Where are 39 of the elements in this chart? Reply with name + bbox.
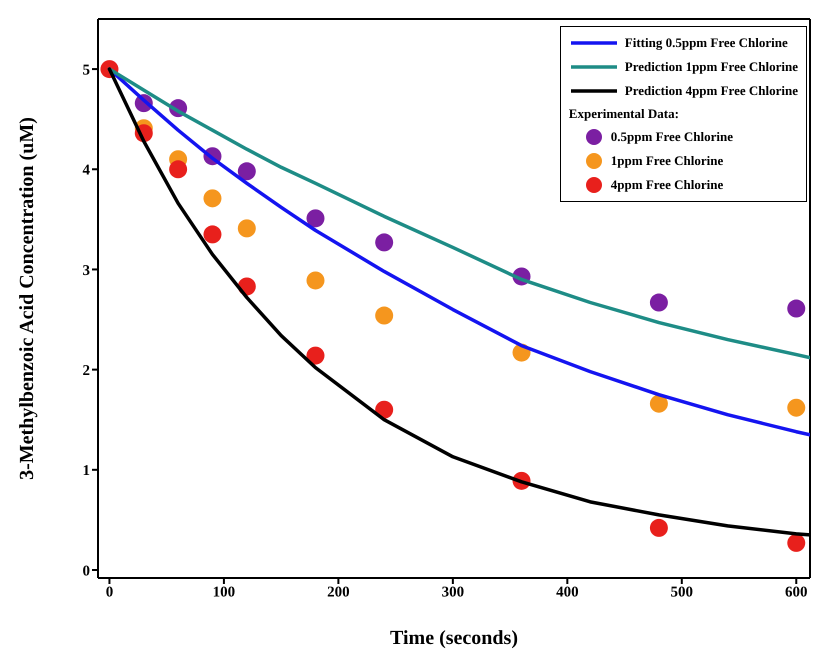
point (787, 398, 806, 417)
legend-label: Prediction 1ppm Free Chlorine (624, 59, 798, 75)
x-tick-label: 400 (556, 584, 579, 601)
point (650, 394, 668, 413)
legend-label: 4ppm Free Chlorine (610, 177, 724, 193)
point (238, 162, 256, 180)
point (650, 518, 668, 537)
point (375, 306, 394, 325)
point (306, 209, 324, 228)
point (238, 219, 256, 238)
point (787, 534, 806, 552)
point (203, 225, 222, 244)
legend-label: Prediction 4ppm Free Chlorine (624, 83, 798, 99)
point (375, 233, 394, 252)
y-axis-title: 3-Methylbenzoic Acid Concentration (uM) (16, 117, 38, 480)
point (169, 160, 188, 178)
x-tick-label: 100 (212, 584, 236, 601)
x-tick-label: 500 (670, 584, 694, 601)
point (203, 189, 222, 208)
y-tick-label: 1 (82, 463, 90, 480)
x-axis-title: Time (seconds) (390, 627, 518, 649)
x-tick-label: 0 (106, 584, 114, 601)
y-tick-label: 3 (82, 262, 90, 279)
x-tick-label: 300 (442, 584, 464, 601)
y-tick-label: 5 (82, 62, 90, 78)
point (306, 346, 324, 365)
y-tick-label: 2 (82, 362, 90, 379)
point (375, 400, 394, 419)
legend-label: 1ppm Free Chlorine (610, 153, 724, 169)
point (787, 300, 806, 318)
x-tick-label: 600 (785, 584, 808, 601)
legend-label: Fitting 0.5ppm Free Chlorine (624, 35, 788, 51)
point (650, 294, 668, 312)
point (306, 271, 324, 290)
legend-label: 0.5ppm Free Chlorine (610, 129, 733, 145)
x-tick-label: 200 (327, 584, 350, 601)
legend-title: Experimental Data: (568, 105, 680, 123)
y-tick-label: 0 (82, 563, 90, 580)
y-tick-label: 4 (82, 162, 90, 179)
